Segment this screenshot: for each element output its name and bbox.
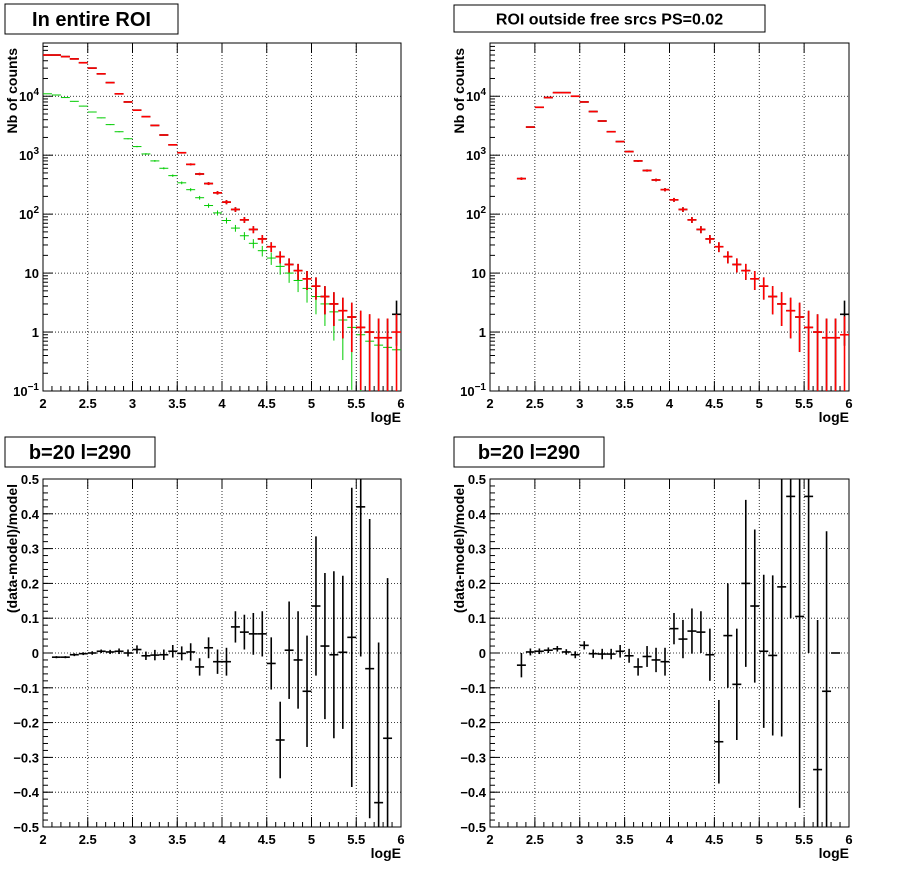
chart-bl-xtick-label: 2.5 xyxy=(79,832,97,847)
chart-br-xtick-label: 2 xyxy=(486,832,493,847)
chart-bl-title: b=20 l=290 xyxy=(29,442,131,464)
chart-tl-xtick-label: 3 xyxy=(129,396,136,411)
chart-br-xtick-label: 2.5 xyxy=(526,832,544,847)
chart-tr-ytick-label: 102 xyxy=(466,205,486,222)
chart-br-ytick-label: 0.2 xyxy=(468,576,486,591)
chart-tl-ytick-label: 10−1 xyxy=(13,382,39,399)
chart-tl-xtick-label: 5 xyxy=(308,396,315,411)
chart-bl-ytick-label: 0.5 xyxy=(21,472,39,487)
chart-bl-xtick-label: 3.5 xyxy=(168,832,186,847)
chart-bl-ytick-label: −0.1 xyxy=(13,681,39,696)
chart-br-ytick-label: 0.5 xyxy=(468,472,486,487)
chart-tl-ytick-label: 1 xyxy=(32,325,39,340)
chart-bl-xtick-label: 4 xyxy=(218,832,226,847)
chart-tr-ytick-label: 10 xyxy=(472,266,486,281)
chart-br-xtick-label: 3 xyxy=(576,832,583,847)
chart-bl-ytick-label: −0.3 xyxy=(13,750,39,765)
chart-bl-xtick-label: 6 xyxy=(397,832,404,847)
chart-bl-ytick-label: 0.4 xyxy=(21,507,40,522)
chart-tl-ytick-label: 103 xyxy=(19,146,39,163)
chart-br-xlabel: logE xyxy=(819,845,849,861)
chart-tr-xtick-label: 4.5 xyxy=(705,396,723,411)
chart-tl-ylabel: Nb of counts xyxy=(4,48,20,134)
chart-br-ytick-label: 0.4 xyxy=(468,507,487,522)
chart-br-xtick-label: 3.5 xyxy=(616,832,634,847)
chart-br-title: b=20 l=290 xyxy=(478,442,580,464)
chart-br-xtick-label: 4.5 xyxy=(705,832,723,847)
chart-tr-xtick-label: 4 xyxy=(666,396,674,411)
chart-br-ytick-label: −0.3 xyxy=(460,750,486,765)
chart-br-xtick-label: 6 xyxy=(845,832,852,847)
chart-bl-title-box xyxy=(4,436,156,468)
chart-bl-ytick-label: −0.4 xyxy=(13,785,39,800)
chart-br-ytick-label: −0.4 xyxy=(460,785,486,800)
chart-tl-title: In entire ROI xyxy=(32,9,151,31)
chart-tr-xtick-label: 2 xyxy=(486,396,493,411)
chart-tr-xtick-label: 5.5 xyxy=(795,396,813,411)
chart-tl-ytick-label: 10 xyxy=(25,266,39,281)
chart-bl-ylabel: (data-model)/model xyxy=(4,484,20,613)
chart-tr-xtick-label: 2.5 xyxy=(526,396,544,411)
chart-br-ytick-label: −0.1 xyxy=(460,681,486,696)
chart-tr-xtick-label: 5 xyxy=(756,396,763,411)
chart-br-ylabel: (data-model)/model xyxy=(451,484,467,613)
chart-bl-ytick-label: 0.1 xyxy=(21,611,39,626)
chart-bl-xtick-label: 5 xyxy=(308,832,315,847)
chart-tr-ytick-label: 1 xyxy=(479,325,486,340)
chart-bl-ytick-label: −0.2 xyxy=(13,716,39,731)
chart-tl-xtick-label: 3.5 xyxy=(168,396,186,411)
chart-tl-xtick-label: 5.5 xyxy=(347,396,365,411)
chart-bl-xlabel: logE xyxy=(371,845,401,861)
chart-bl-ytick-label: 0.2 xyxy=(21,576,39,591)
chart-bl-ytick-label: 0 xyxy=(32,646,39,661)
chart-tl-xlabel: logE xyxy=(371,409,401,425)
chart-tl-xtick-label: 2.5 xyxy=(79,396,97,411)
chart-tl-ytick-label: 104 xyxy=(19,87,39,104)
chart-tl-xtick-label: 4 xyxy=(218,396,226,411)
chart-br-title-box xyxy=(453,436,605,468)
chart-br-ytick-label: −0.2 xyxy=(460,716,486,731)
chart-tr-title-box xyxy=(453,4,766,33)
chart-br-ytick-label: 0.1 xyxy=(468,611,486,626)
chart-tl-xtick-label: 4.5 xyxy=(258,396,276,411)
chart-br-ytick-label: 0 xyxy=(479,646,486,661)
chart-tr-ytick-label: 104 xyxy=(466,87,486,104)
chart-bl-xtick-label: 3 xyxy=(129,832,136,847)
chart-tr-title: ROI outside free srcs PS=0.02 xyxy=(496,11,723,28)
chart-tl-xtick-label: 2 xyxy=(39,396,46,411)
chart-bl-xtick-label: 2 xyxy=(39,832,46,847)
chart-tl-title-box xyxy=(4,3,179,35)
chart-br-xtick-label: 5.5 xyxy=(795,832,813,847)
chart-br-xtick-label: 4 xyxy=(666,832,674,847)
chart-bl-ytick-label: 0.3 xyxy=(21,542,39,557)
chart-tr-ylabel: Nb of counts xyxy=(451,48,467,134)
chart-br-ytick-label: 0.3 xyxy=(468,542,486,557)
chart-bl-ytick-label: −0.5 xyxy=(13,820,39,835)
chart-tr-xtick-label: 6 xyxy=(845,396,852,411)
chart-tr-xtick-label: 3.5 xyxy=(616,396,634,411)
chart-br-xtick-label: 5 xyxy=(756,832,763,847)
chart-tr-xtick-label: 3 xyxy=(576,396,583,411)
chart-tr-ytick-label: 10−1 xyxy=(460,382,486,399)
chart-tr-ytick-label: 103 xyxy=(466,146,486,163)
chart-tr-xlabel: logE xyxy=(819,409,849,425)
chart-bl-xtick-label: 4.5 xyxy=(258,832,276,847)
chart-bl-xtick-label: 5.5 xyxy=(347,832,365,847)
chart-tl-ytick-label: 102 xyxy=(19,205,39,222)
chart-tl-xtick-label: 6 xyxy=(397,396,404,411)
chart-br-ytick-label: −0.5 xyxy=(460,820,486,835)
